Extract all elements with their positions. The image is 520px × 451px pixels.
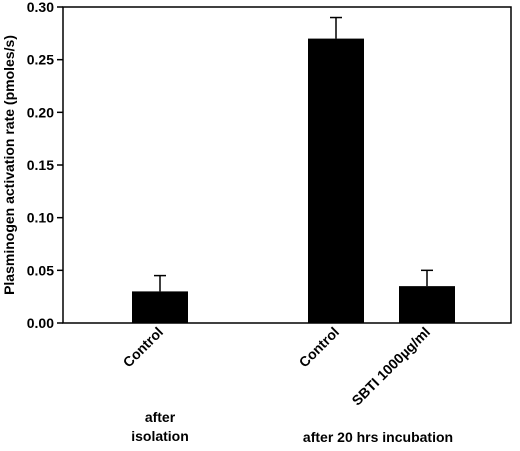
group-label: isolation — [131, 428, 189, 444]
y-tick-label: 0.10 — [27, 210, 54, 226]
y-tick-label: 0.20 — [27, 104, 54, 120]
y-tick-label: 0.00 — [27, 315, 54, 331]
y-tick-label: 0.25 — [27, 52, 54, 68]
y-tick-label: 0.30 — [27, 0, 54, 15]
group-label: after 20 hrs incubation — [303, 429, 453, 445]
bar — [399, 286, 455, 323]
y-tick-label: 0.15 — [27, 157, 54, 173]
x-category-label: Control — [120, 324, 167, 371]
x-category-label: Control — [296, 324, 343, 371]
error-bars — [154, 16, 433, 292]
bars — [132, 38, 455, 323]
x-axis-labels: Control Control SBTI 1000µg/ml — [120, 324, 434, 409]
bar — [308, 38, 364, 323]
bar — [132, 291, 188, 323]
group-labels: after isolation after 20 hrs incubation — [131, 409, 453, 445]
y-axis-title: Plasminogen activation rate (pmoles/s) — [1, 35, 17, 295]
group-label: after — [145, 409, 176, 425]
y-axis-ticks: 0.00 0.05 0.10 0.15 0.20 0.25 0.30 — [27, 0, 63, 331]
x-category-label: SBTI 1000µg/ml — [348, 324, 433, 409]
plot-frame — [62, 6, 512, 324]
y-tick-label: 0.05 — [27, 262, 54, 278]
